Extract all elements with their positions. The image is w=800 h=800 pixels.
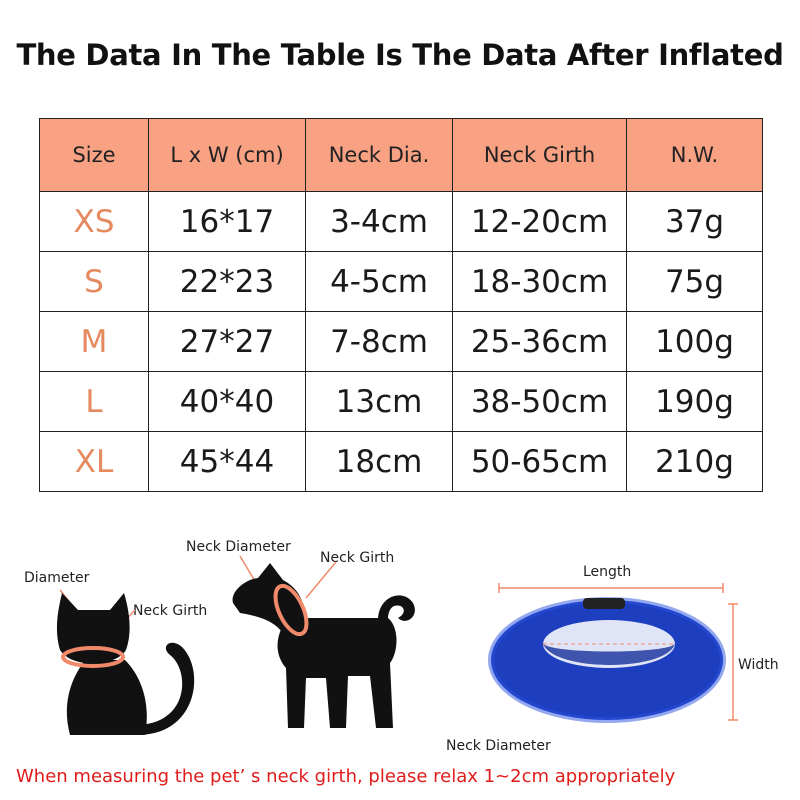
table-row: XL 45*44 18cm 50-65cm 210g bbox=[39, 431, 763, 492]
measuring-note: When measuring the pet’ s neck girth, pl… bbox=[16, 766, 676, 787]
neck-girth-cell: 18-30cm bbox=[452, 251, 627, 312]
weight-cell: 210g bbox=[626, 431, 763, 492]
size-cell: XL bbox=[39, 431, 149, 492]
weight-cell: 190g bbox=[626, 371, 763, 432]
dimension-cell: 45*44 bbox=[148, 431, 306, 492]
neck-girth-cell: 12-20cm bbox=[452, 191, 627, 252]
size-cell: L bbox=[39, 371, 149, 432]
page-title: The Data In The Table Is The Data After … bbox=[16, 38, 784, 72]
collar-width-label: Width bbox=[738, 657, 779, 673]
size-cell: S bbox=[39, 251, 149, 312]
table-header-row: Size L x W (cm) Neck Dia. Neck Girth N.W… bbox=[39, 118, 763, 192]
dog-neck-girth-label: Neck Girth bbox=[320, 550, 395, 566]
dog-neck-diameter-label: Neck Diameter bbox=[186, 539, 291, 555]
header-length-width: L x W (cm) bbox=[148, 118, 306, 192]
cat-diameter-label: Diameter bbox=[24, 570, 90, 586]
neck-girth-cell: 50-65cm bbox=[452, 431, 627, 492]
cat-neck-girth-label: Neck Girth bbox=[133, 603, 208, 619]
neck-diameter-cell: 13cm bbox=[305, 371, 453, 432]
dimension-cell: 16*17 bbox=[148, 191, 306, 252]
dimension-cell: 27*27 bbox=[148, 311, 306, 372]
size-cell: M bbox=[39, 311, 149, 372]
collar-neck-diameter-label: Neck Diameter bbox=[446, 738, 551, 754]
collar-length-label: Length bbox=[583, 564, 632, 580]
dimension-cell: 22*23 bbox=[148, 251, 306, 312]
neck-diameter-cell: 7-8cm bbox=[305, 311, 453, 372]
neck-girth-cell: 25-36cm bbox=[452, 311, 627, 372]
neck-diameter-cell: 3-4cm bbox=[305, 191, 453, 252]
table-row: L 40*40 13cm 38-50cm 190g bbox=[39, 371, 763, 432]
weight-cell: 100g bbox=[626, 311, 763, 372]
dog-silhouette-icon bbox=[232, 555, 415, 728]
size-chart-table: Size L x W (cm) Neck Dia. Neck Girth N.W… bbox=[39, 118, 763, 492]
header-neck-diameter: Neck Dia. bbox=[305, 118, 453, 192]
inflatable-collar-icon bbox=[488, 583, 738, 723]
weight-cell: 37g bbox=[626, 191, 763, 252]
neck-diameter-cell: 18cm bbox=[305, 431, 453, 492]
neck-girth-cell: 38-50cm bbox=[452, 371, 627, 432]
cat-silhouette-icon bbox=[56, 589, 195, 735]
table-row: S 22*23 4-5cm 18-30cm 75g bbox=[39, 251, 763, 312]
weight-cell: 75g bbox=[626, 251, 763, 312]
header-size: Size bbox=[39, 118, 149, 192]
table-row: M 27*27 7-8cm 25-36cm 100g bbox=[39, 311, 763, 372]
table-row: XS 16*17 3-4cm 12-20cm 37g bbox=[39, 191, 763, 252]
dimension-cell: 40*40 bbox=[148, 371, 306, 432]
header-net-weight: N.W. bbox=[626, 118, 763, 192]
neck-diameter-cell: 4-5cm bbox=[305, 251, 453, 312]
size-cell: XS bbox=[39, 191, 149, 252]
header-neck-girth: Neck Girth bbox=[452, 118, 627, 192]
